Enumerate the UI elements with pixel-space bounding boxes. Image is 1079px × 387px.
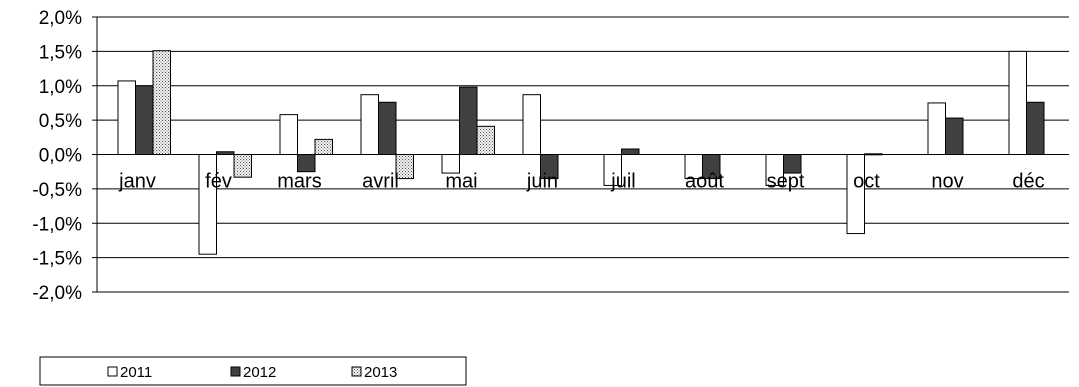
category-label: sept xyxy=(767,171,805,193)
y-tick-label: 1,5% xyxy=(39,42,82,63)
y-axis-tick-labels: 2,0% 1,5% 1,0% 0,5% 0,0% -0,5% -1,0% -1,5% -2,0% xyxy=(32,8,82,304)
y-tick-label: 2,0% xyxy=(39,8,82,29)
bar-2012-fév xyxy=(216,151,235,155)
bar-2013-avril xyxy=(395,154,414,180)
bar-2012-déc xyxy=(1026,101,1045,155)
legend-swatch-2013 xyxy=(351,366,362,377)
bar-2012-juil xyxy=(621,148,640,155)
category-label: fév xyxy=(205,171,232,193)
bar-2013-mai xyxy=(476,125,495,155)
bar-2012-avril xyxy=(378,101,397,155)
y-tick-label: -2,0% xyxy=(32,283,82,304)
y-tick-label: -1,5% xyxy=(32,249,82,270)
category-label: juin xyxy=(526,171,558,193)
bar-2011-avril xyxy=(360,94,379,155)
y-tick-label: -0,5% xyxy=(32,180,82,201)
bar-2012-mai xyxy=(459,86,478,155)
category-label: déc xyxy=(1012,171,1044,193)
bar-2012-sept xyxy=(783,154,802,174)
category-label: janv xyxy=(118,171,156,193)
y-tick-label: 1,0% xyxy=(39,77,82,98)
bar-2012-janv xyxy=(135,85,154,155)
bar-2011-mai xyxy=(441,154,460,174)
bar-2012-mars xyxy=(297,154,316,173)
legend-label: 2012 xyxy=(243,364,276,381)
legend: 2011 2012 2013 xyxy=(39,356,467,386)
legend-label: 2013 xyxy=(364,364,397,381)
category-labels: janv fév mars avril mai juin juil août sept oct no… xyxy=(118,171,1044,193)
bar-2012-juin xyxy=(540,154,559,180)
category-label: mars xyxy=(277,171,321,193)
bar-2011-juil xyxy=(603,154,622,186)
bar-2011-fév xyxy=(198,154,217,255)
bar-2012-août xyxy=(702,154,721,180)
bar-2013-mars xyxy=(314,138,333,155)
legend-label: 2011 xyxy=(120,364,152,381)
y-tick-label: 0,0% xyxy=(39,146,82,167)
category-label: août xyxy=(685,171,724,193)
bar-2013-fév xyxy=(233,154,252,178)
bar-2012-oct xyxy=(864,153,883,156)
category-label: oct xyxy=(853,171,880,193)
bar-2011-janv xyxy=(117,80,136,155)
bar-2013-janv xyxy=(152,50,171,155)
bar-2011-juin xyxy=(522,94,541,155)
category-label: mai xyxy=(445,171,477,193)
bar-2012-nov xyxy=(945,117,964,155)
category-label: nov xyxy=(931,171,963,193)
y-tick-label: -1,0% xyxy=(32,214,82,235)
legend-swatch-2011 xyxy=(107,366,118,377)
category-label: juil xyxy=(610,171,635,193)
bars xyxy=(117,50,1045,255)
bar-2011-nov xyxy=(927,102,946,155)
bar-2011-mars xyxy=(279,114,298,155)
bar-2011-déc xyxy=(1008,50,1027,155)
category-label: avril xyxy=(362,171,399,193)
bar-2011-oct xyxy=(846,154,865,235)
gridlines xyxy=(92,16,1069,293)
legend-swatch-2012 xyxy=(230,366,241,377)
y-tick-label: 0,5% xyxy=(39,111,82,132)
